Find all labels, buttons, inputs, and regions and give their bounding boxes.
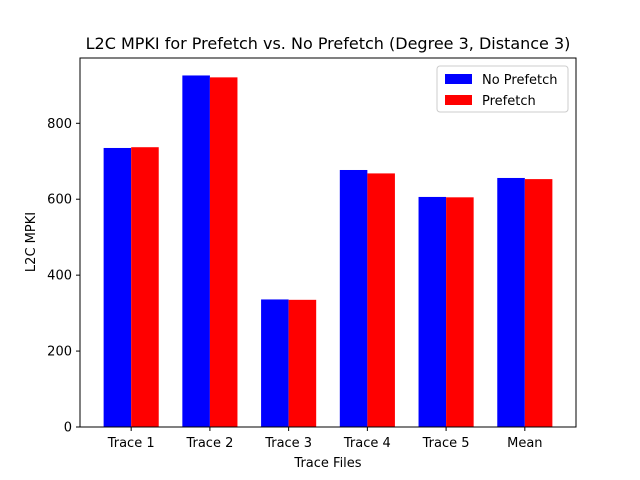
legend-swatch (445, 95, 472, 105)
bar-prefetch (209, 77, 238, 427)
legend-label: Prefetch (482, 94, 536, 109)
bar-no-prefetch (182, 75, 210, 428)
x-axis-label: Trace Files (293, 456, 361, 471)
bar-prefetch (446, 197, 474, 427)
x-tick-label: Trace 5 (422, 436, 470, 451)
bar-no-prefetch (103, 147, 132, 427)
x-tick-label: Trace 2 (185, 436, 233, 451)
y-tick-label: 400 (47, 269, 72, 284)
legend-label: No Prefetch (482, 73, 558, 88)
plot-frame (79, 57, 577, 428)
legend: No Prefetch Prefetch (436, 65, 569, 113)
bar-prefetch (131, 147, 159, 428)
x-tick-label: Trace 1 (107, 436, 155, 451)
x-tick-label: Mean (507, 436, 542, 451)
bar-prefetch (524, 179, 553, 427)
y-tick-label: 600 (47, 193, 72, 208)
legend-swatch (445, 74, 472, 84)
bar-prefetch (367, 173, 395, 427)
bar-no-prefetch (261, 299, 289, 427)
x-tick-label: Trace 4 (343, 436, 391, 451)
bar-no-prefetch (339, 169, 368, 428)
bar-prefetch (288, 299, 317, 427)
chart-title: L2C MPKI for Prefetch vs. No Prefetch (D… (86, 34, 571, 53)
y-tick-label: 0 (64, 421, 72, 436)
plot-area: Trace 1 Trace 2 Trace 3 Trace 4 Trace 5 Mean 0… (47, 57, 577, 451)
y-tick-label: 800 (47, 117, 72, 132)
x-tick-label: Trace 3 (264, 436, 312, 451)
bar-no-prefetch (497, 177, 525, 427)
bar-no-prefetch (418, 196, 447, 427)
y-axis-label: L2C MPKI (24, 212, 39, 272)
y-tick-label: 200 (47, 345, 72, 360)
